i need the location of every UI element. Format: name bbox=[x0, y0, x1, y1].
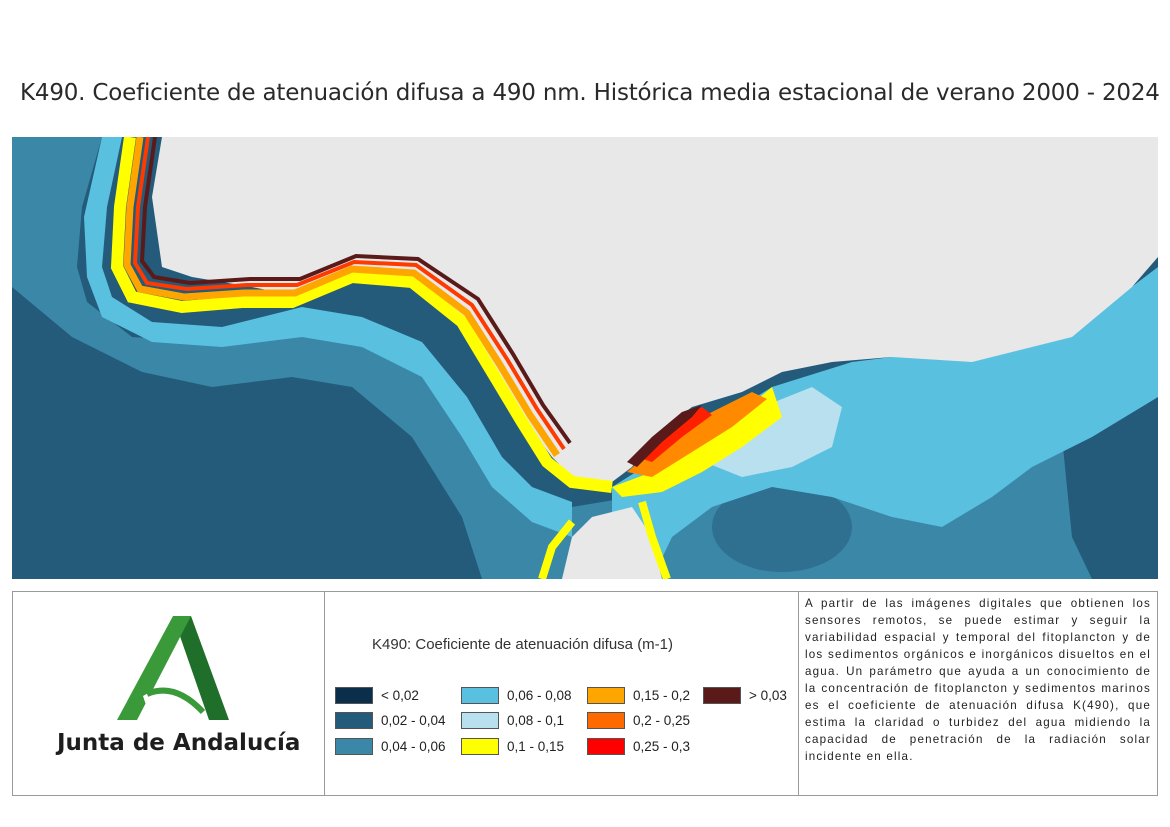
legend-swatch bbox=[335, 712, 373, 729]
logo-cell: Junta de Andalucía bbox=[13, 592, 325, 795]
description-cell: A partir de las imágenes digitales que o… bbox=[799, 592, 1157, 795]
coastal-band-dark bbox=[139, 137, 572, 445]
band-0-02-0-04-gyre bbox=[712, 482, 852, 572]
legend-swatch bbox=[335, 687, 373, 704]
legend-item: > 0,03 bbox=[703, 687, 787, 704]
legend-item: 0,02 - 0,04 bbox=[335, 712, 446, 729]
legend-swatch bbox=[461, 712, 499, 729]
legend-label: 0,08 - 0,1 bbox=[507, 713, 565, 728]
land-africa bbox=[562, 507, 662, 579]
legend-cell: K490: Coeficiente de atenuación difusa (… bbox=[324, 592, 799, 795]
legend-label: > 0,03 bbox=[749, 688, 787, 703]
legend-item: 0,08 - 0,1 bbox=[461, 712, 564, 729]
legend-item: 0,1 - 0,15 bbox=[461, 738, 564, 755]
east-coast-orange bbox=[627, 392, 767, 477]
legend-item: 0,15 - 0,2 bbox=[587, 687, 690, 704]
legend-label: 0,04 - 0,06 bbox=[381, 739, 446, 754]
legend-label: 0,2 - 0,25 bbox=[633, 713, 691, 728]
band-0-04-0-06-west bbox=[12, 137, 572, 579]
africa-coast-yellow-east bbox=[638, 500, 671, 579]
legend-label: 0,15 - 0,2 bbox=[633, 688, 691, 703]
legend-item: 0,2 - 0,25 bbox=[587, 712, 690, 729]
east-coast-dark bbox=[627, 405, 702, 467]
legend-label: 0,02 - 0,04 bbox=[381, 713, 446, 728]
legend-label: 0,1 - 0,15 bbox=[507, 739, 565, 754]
legend-swatch bbox=[461, 738, 499, 755]
coastal-band-yellow bbox=[110, 137, 613, 493]
legend-label: 0,25 - 0,3 bbox=[633, 739, 691, 754]
junta-andalucia-logo bbox=[117, 616, 229, 720]
map-title: K490. Coeficiente de atenuación difusa a… bbox=[20, 80, 1160, 106]
band-0-06-0-08-west bbox=[84, 137, 572, 537]
legend-item: 0,06 - 0,08 bbox=[461, 687, 572, 704]
coastal-band-orange bbox=[123, 137, 560, 457]
info-panel: Junta de Andalucía K490: Coeficiente de … bbox=[12, 591, 1158, 796]
coastal-band-red bbox=[132, 137, 566, 451]
legend-item: 0,25 - 0,3 bbox=[587, 738, 690, 755]
land-iberia bbox=[152, 137, 1158, 482]
legend-swatch bbox=[587, 712, 625, 729]
legend-item: 0,04 - 0,06 bbox=[335, 738, 446, 755]
k490-map bbox=[12, 137, 1158, 579]
description-text: A partir de las imágenes digitales que o… bbox=[805, 597, 1151, 763]
legend-label: < 0,02 bbox=[381, 688, 419, 703]
legend-swatch bbox=[335, 738, 373, 755]
legend-item: < 0,02 bbox=[335, 687, 419, 704]
legend-swatch bbox=[461, 687, 499, 704]
legend-swatch bbox=[587, 687, 625, 704]
africa-coast-yellow bbox=[538, 519, 576, 579]
legend-swatch bbox=[587, 738, 625, 755]
legend-swatch bbox=[703, 687, 741, 704]
organization-name: Junta de Andalucía bbox=[57, 730, 301, 756]
legend-title: K490: Coeficiente de atenuación difusa (… bbox=[372, 636, 674, 653]
legend-label: 0,06 - 0,08 bbox=[507, 688, 572, 703]
